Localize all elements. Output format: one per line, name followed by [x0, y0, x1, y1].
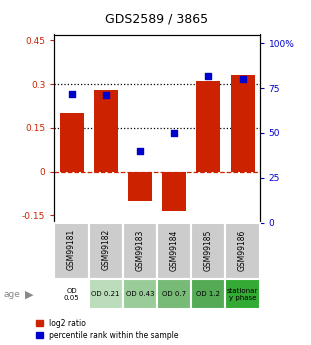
Text: stationar
y phase: stationar y phase	[227, 288, 258, 300]
Point	[206, 73, 211, 78]
Text: GSM99186: GSM99186	[238, 229, 247, 270]
Bar	[225, 223, 260, 279]
Bar	[54, 223, 89, 279]
Text: OD
0.05: OD 0.05	[64, 288, 79, 300]
Bar	[157, 279, 191, 309]
Text: GSM99184: GSM99184	[170, 229, 179, 270]
Text: age: age	[3, 290, 20, 299]
Point	[103, 92, 108, 98]
Bar	[60, 113, 83, 171]
Bar	[191, 223, 225, 279]
Point	[240, 77, 245, 82]
Text: OD 1.2: OD 1.2	[196, 291, 220, 297]
Text: OD 0.21: OD 0.21	[91, 291, 120, 297]
Bar	[128, 171, 152, 201]
Bar	[230, 75, 254, 171]
Text: GSM99183: GSM99183	[136, 229, 144, 270]
Bar	[94, 90, 118, 171]
Bar	[225, 279, 260, 309]
Bar	[162, 171, 186, 211]
Text: OD 0.7: OD 0.7	[162, 291, 186, 297]
Text: GDS2589 / 3865: GDS2589 / 3865	[105, 12, 209, 25]
Text: GSM99185: GSM99185	[204, 229, 213, 270]
Text: OD 0.43: OD 0.43	[126, 291, 154, 297]
Bar	[54, 279, 89, 309]
Bar	[191, 279, 225, 309]
Point	[69, 91, 74, 96]
Bar	[123, 279, 157, 309]
Bar	[89, 279, 123, 309]
Legend: log2 ratio, percentile rank within the sample: log2 ratio, percentile rank within the s…	[35, 317, 180, 341]
Bar	[157, 223, 191, 279]
Text: GSM99181: GSM99181	[67, 229, 76, 270]
Bar	[123, 223, 157, 279]
Bar	[89, 223, 123, 279]
Point	[172, 130, 177, 136]
Text: GSM99182: GSM99182	[101, 229, 110, 270]
Point	[137, 148, 142, 154]
Text: ▶: ▶	[25, 289, 33, 299]
Bar	[197, 81, 220, 171]
